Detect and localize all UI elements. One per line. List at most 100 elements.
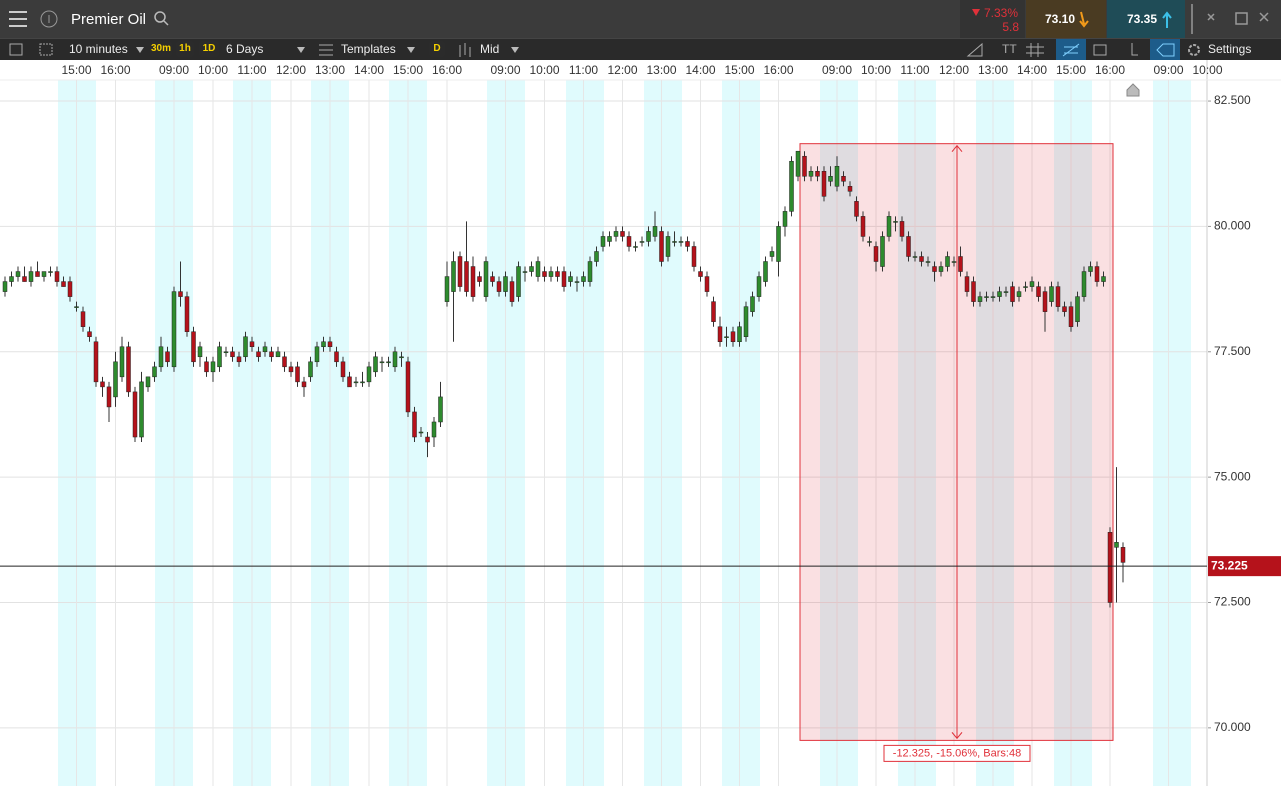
dropdown-arrow[interactable] — [511, 47, 519, 53]
candle-body — [1068, 306, 1074, 327]
settings[interactable]: Settings — [1208, 42, 1252, 56]
text-tool[interactable]: TT — [1002, 42, 1017, 56]
x-tick-label: 12:00 — [607, 63, 637, 77]
candle-body — [204, 361, 209, 373]
candle-body — [438, 396, 443, 423]
candle-body — [100, 381, 105, 388]
candle-body — [711, 301, 716, 322]
candle-body — [249, 341, 255, 348]
x-tick-label: 15:00 — [724, 63, 754, 77]
candle-body — [119, 346, 125, 378]
candle-body — [925, 261, 931, 263]
candle-body — [171, 291, 177, 368]
dropdown-arrow[interactable] — [407, 47, 415, 53]
dropdown-arrow[interactable] — [297, 47, 305, 53]
candle-body — [665, 236, 671, 257]
x-tick-label: 16:00 — [1095, 63, 1125, 77]
x-tick-label: 13:00 — [646, 63, 676, 77]
x-tick-label: 10:00 — [198, 63, 228, 77]
interval-button[interactable]: 1D — [199, 41, 219, 57]
candle-body — [80, 311, 86, 327]
candle-body — [750, 296, 755, 312]
candle-body — [15, 271, 21, 277]
candle-body — [841, 176, 846, 182]
candle-body — [1075, 296, 1080, 322]
session-band — [820, 80, 858, 786]
candle-body — [828, 176, 833, 182]
candle-body — [464, 261, 469, 292]
candle-body — [977, 296, 983, 302]
toolbar: 10 minutes 30m 1h 1D 6 Days Templates D … — [0, 38, 1281, 61]
candle-body — [535, 261, 541, 277]
buy-arrow — [1162, 11, 1172, 28]
candle-body — [503, 276, 508, 292]
menu-icon[interactable] — [0, 0, 40, 38]
interval-button[interactable]: 30m — [150, 41, 172, 57]
candle-body — [1036, 286, 1041, 297]
x-tick-label: 09:00 — [1153, 63, 1183, 77]
buy-box[interactable] — [1107, 0, 1185, 38]
measure-label-box — [883, 744, 1031, 762]
toolbar-icons-left[interactable] — [0, 39, 60, 61]
candle-body — [28, 271, 34, 282]
d-button[interactable]: D — [429, 41, 445, 57]
candle-body — [405, 361, 411, 413]
settings-icon[interactable] — [1186, 39, 1202, 61]
candle-body — [808, 171, 814, 177]
interval[interactable]: 10 minutes — [69, 42, 128, 56]
sell-box[interactable] — [1026, 0, 1106, 38]
x-tick-label: 09:00 — [159, 63, 189, 77]
toolbar-icons-right[interactable] — [960, 39, 1190, 61]
x-tick-label: 15:00 — [1056, 63, 1086, 77]
candle-body — [9, 276, 14, 282]
top-bar: Premier Oil 7.33% 5.8 73.10 73.35 — [0, 0, 1281, 38]
sell-price[interactable]: 73.10 — [1045, 12, 1076, 26]
candle-body — [932, 266, 937, 272]
candle-body — [152, 366, 157, 378]
change-points: 5.8 — [1002, 20, 1019, 34]
candle-body — [698, 271, 703, 277]
candle-body — [1101, 276, 1106, 282]
candle-body — [197, 346, 203, 358]
buy-price[interactable]: 73.35 — [1127, 12, 1158, 26]
candle-body — [568, 276, 573, 282]
candle-body — [620, 231, 625, 237]
candle-body — [269, 351, 274, 358]
templates[interactable]: Templates — [341, 42, 396, 56]
range[interactable]: 6 Days — [226, 42, 264, 56]
candle-body — [327, 341, 333, 348]
candle-body — [860, 216, 866, 237]
link-icon[interactable] — [36, 0, 66, 38]
candle-body — [763, 261, 768, 282]
candle-body — [301, 381, 307, 388]
x-tick-label: 15:00 — [61, 63, 91, 77]
last-price-label: 73.225 — [1211, 558, 1248, 572]
candle-body — [145, 376, 151, 388]
candle-body — [756, 276, 762, 297]
price-type-icon — [459, 43, 471, 57]
candle-body — [873, 246, 879, 262]
dropdown-arrow[interactable] — [136, 47, 144, 53]
candle-body — [847, 186, 853, 192]
candle-body — [1010, 286, 1015, 302]
candle-body — [1088, 266, 1093, 272]
x-tick-label: 10:00 — [529, 63, 559, 77]
y-tick-label: 82.500 — [1214, 93, 1251, 107]
candle-body — [451, 261, 456, 292]
x-tick-label: 10:00 — [861, 63, 891, 77]
candle-body — [243, 336, 248, 358]
candle-body — [373, 356, 378, 373]
candle-body — [431, 421, 437, 438]
candle-body — [360, 381, 365, 384]
interval-button[interactable]: 1h — [176, 41, 194, 57]
x-tick-label: 09:00 — [490, 63, 520, 77]
session-band — [976, 80, 1014, 786]
price-type[interactable]: Mid — [480, 42, 500, 56]
x-tick-label: 13:00 — [978, 63, 1008, 77]
candle-body — [509, 281, 515, 302]
candle-body — [67, 281, 73, 297]
window-icons[interactable] — [1190, 0, 1280, 38]
search-icon[interactable] — [152, 0, 172, 38]
candle-body — [646, 231, 651, 242]
